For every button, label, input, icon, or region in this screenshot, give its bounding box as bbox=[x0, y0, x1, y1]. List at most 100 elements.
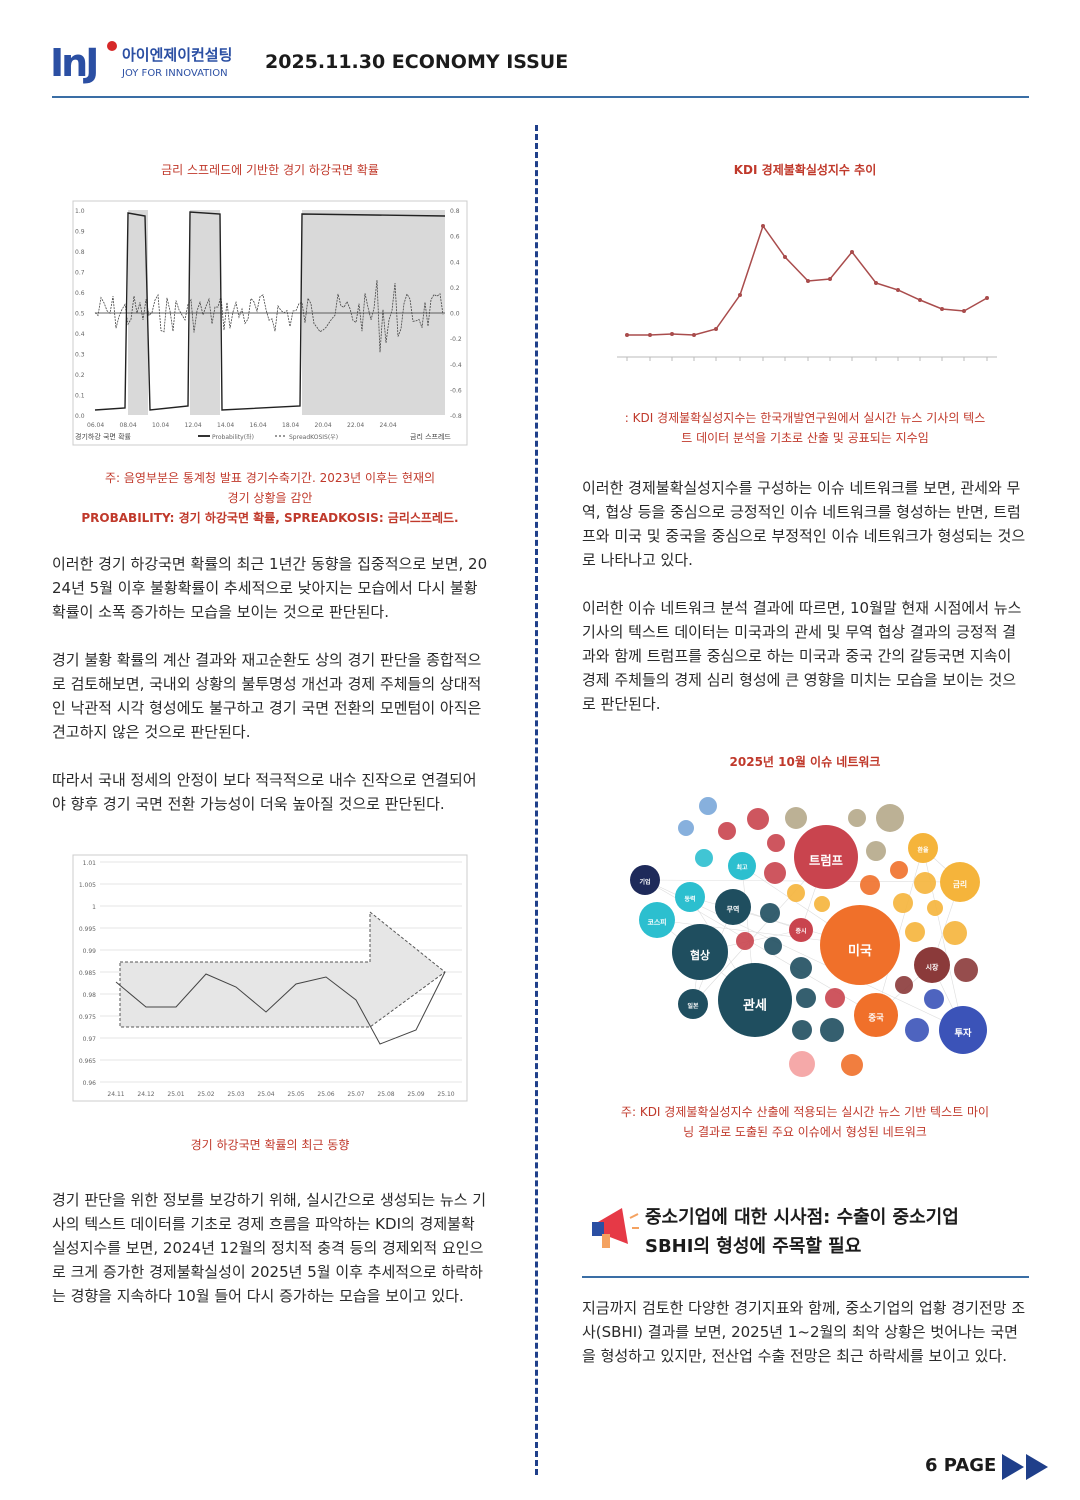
y-tick-label: 0.0 bbox=[75, 413, 85, 420]
y2-tick-label: 0.4 bbox=[450, 259, 460, 266]
node bbox=[728, 852, 756, 880]
node bbox=[890, 861, 908, 879]
x-tick-label: 10.04 bbox=[152, 422, 169, 429]
paragraph: 이러한 경제불확실성지수를 구성하는 이슈 네트워크를 보면, 관세와 무역, … bbox=[582, 479, 1026, 569]
node bbox=[736, 932, 754, 950]
figure-spread-probability: 1.0 0.9 0.8 0.7 0.6 0.5 0.4 0.3 0.2 0.1 0.0 0.8 0.6 0… bbox=[72, 200, 468, 446]
note-line: 주: KDI 경제불확실성지수 산출에 적용되는 실시간 뉴스 기반 텍스트 마… bbox=[620, 1105, 990, 1119]
x-tick-label: 22.04 bbox=[347, 422, 364, 429]
node-label: 일본 bbox=[687, 1002, 699, 1010]
node bbox=[789, 918, 813, 942]
x-tick-label: 06.04 bbox=[87, 422, 104, 429]
node bbox=[954, 958, 978, 982]
logo-dot bbox=[107, 41, 117, 51]
note-line: 닝 결과로 도출된 주요 이슈에서 형성된 네트워크 bbox=[683, 1125, 927, 1139]
node bbox=[715, 889, 751, 925]
axis-label: 경기하강 국면 확률 bbox=[75, 432, 132, 441]
index-point bbox=[761, 224, 765, 228]
node bbox=[764, 937, 782, 955]
index-point bbox=[692, 333, 696, 337]
x-tick-label: 14.04 bbox=[217, 422, 234, 429]
brand: 아이엔제이컨설팅 bbox=[122, 46, 232, 64]
y-tick-label: 0.4 bbox=[75, 331, 85, 338]
index-point bbox=[828, 277, 832, 281]
heading-line: SBHI의 형성에 주목할 필요 bbox=[645, 1236, 862, 1257]
node bbox=[914, 947, 950, 983]
y2-tick-label: 0.6 bbox=[450, 234, 460, 241]
node bbox=[764, 862, 786, 884]
shaded-period bbox=[190, 210, 220, 415]
paragraph: 이러한 이슈 네트워크 분석 결과에 따르면, 10월말 현재 시점에서 뉴스 … bbox=[582, 599, 1022, 713]
node-label: 투자 bbox=[955, 1027, 972, 1039]
section-rule bbox=[582, 1276, 1029, 1278]
index-point bbox=[985, 296, 989, 300]
node bbox=[820, 1018, 844, 1042]
node bbox=[678, 820, 694, 836]
node bbox=[718, 822, 736, 840]
spread-line bbox=[94, 280, 444, 353]
page-number: 6 PAGE bbox=[925, 1455, 997, 1476]
node bbox=[790, 957, 812, 979]
edge bbox=[875, 847, 924, 1016]
x-tick-label: 12.04 bbox=[185, 422, 202, 429]
node bbox=[672, 924, 728, 980]
x-tick-label: 25.01 bbox=[167, 1091, 184, 1098]
node-label: 최고 bbox=[736, 864, 748, 872]
node-label: 금리 bbox=[953, 879, 967, 889]
y-tick-label: 0.2 bbox=[75, 372, 85, 379]
edge bbox=[644, 879, 961, 883]
node bbox=[841, 1054, 863, 1076]
y-tick-label: 0.985 bbox=[79, 970, 96, 977]
node-label: 증시 bbox=[795, 927, 806, 935]
node bbox=[905, 1018, 929, 1042]
node bbox=[639, 902, 675, 938]
y-tick-label: 0.99 bbox=[83, 948, 97, 955]
note-line: 주: 음영부분은 통계청 발표 경기수축기간. 2023년 이후는 현재의 bbox=[104, 471, 436, 485]
x-tick-label: 25.10 bbox=[437, 1091, 454, 1098]
node-label: 코스피 bbox=[647, 918, 666, 927]
paragraph: 지금까지 검토한 다양한 경기지표와 함께, 중소기업의 업황 경기전망 조사(… bbox=[582, 1299, 1026, 1365]
node-label: 시장 bbox=[926, 963, 939, 972]
paragraph: 이러한 경기 하강국면 확률의 최근 1년간 동향을 집중적으로 보면, 202… bbox=[52, 555, 488, 621]
index-point bbox=[714, 327, 718, 331]
logo-mark: InJ bbox=[50, 41, 96, 84]
node bbox=[866, 841, 886, 861]
index-point bbox=[648, 333, 652, 337]
node bbox=[760, 903, 780, 923]
node bbox=[939, 1006, 987, 1054]
node bbox=[675, 882, 705, 912]
figure-notes: : KDI 경제불확실성지수는 한국개발연구원에서 실시간 뉴스 기사의 텍스 … bbox=[582, 408, 1028, 448]
node bbox=[927, 900, 943, 916]
legend-label: Probability(좌) bbox=[212, 433, 254, 441]
node bbox=[767, 834, 785, 852]
y-tick-label: 0.965 bbox=[79, 1058, 96, 1065]
node bbox=[914, 872, 936, 894]
node bbox=[678, 989, 708, 1019]
index-point bbox=[806, 279, 810, 283]
node-label: 동력 bbox=[684, 895, 695, 903]
y-tick-label: 1.0 bbox=[75, 208, 85, 215]
y-tick-label: 0.995 bbox=[79, 926, 96, 933]
node-label: 미국 bbox=[848, 943, 872, 959]
node-label: 협상 bbox=[690, 949, 710, 962]
x-tick-label: 24.11 bbox=[107, 1091, 124, 1098]
y-tick-label: 0.97 bbox=[83, 1036, 97, 1043]
node bbox=[699, 797, 717, 815]
figure-title: 금리 스프레드에 기반한 경기 하강국면 확률 bbox=[161, 163, 379, 177]
x-tick-label: 20.04 bbox=[315, 422, 332, 429]
y-tick-label: 1 bbox=[92, 904, 96, 911]
y-tick-label: 0.7 bbox=[75, 270, 85, 277]
node bbox=[796, 988, 816, 1008]
node bbox=[905, 922, 925, 942]
figure-title: 2025년 10월 이슈 네트워크 bbox=[729, 755, 881, 769]
node-label: 환율 bbox=[917, 846, 929, 854]
issue-title: 2025.11.30 ECONOMY ISSUE bbox=[265, 51, 569, 73]
page-arrows bbox=[1002, 1454, 1048, 1480]
node bbox=[876, 804, 904, 832]
y-tick-label: 0.98 bbox=[83, 992, 97, 999]
y-tick-label: 1.005 bbox=[79, 882, 96, 889]
x-tick-label: 25.08 bbox=[377, 1091, 394, 1098]
index-point bbox=[962, 309, 966, 313]
